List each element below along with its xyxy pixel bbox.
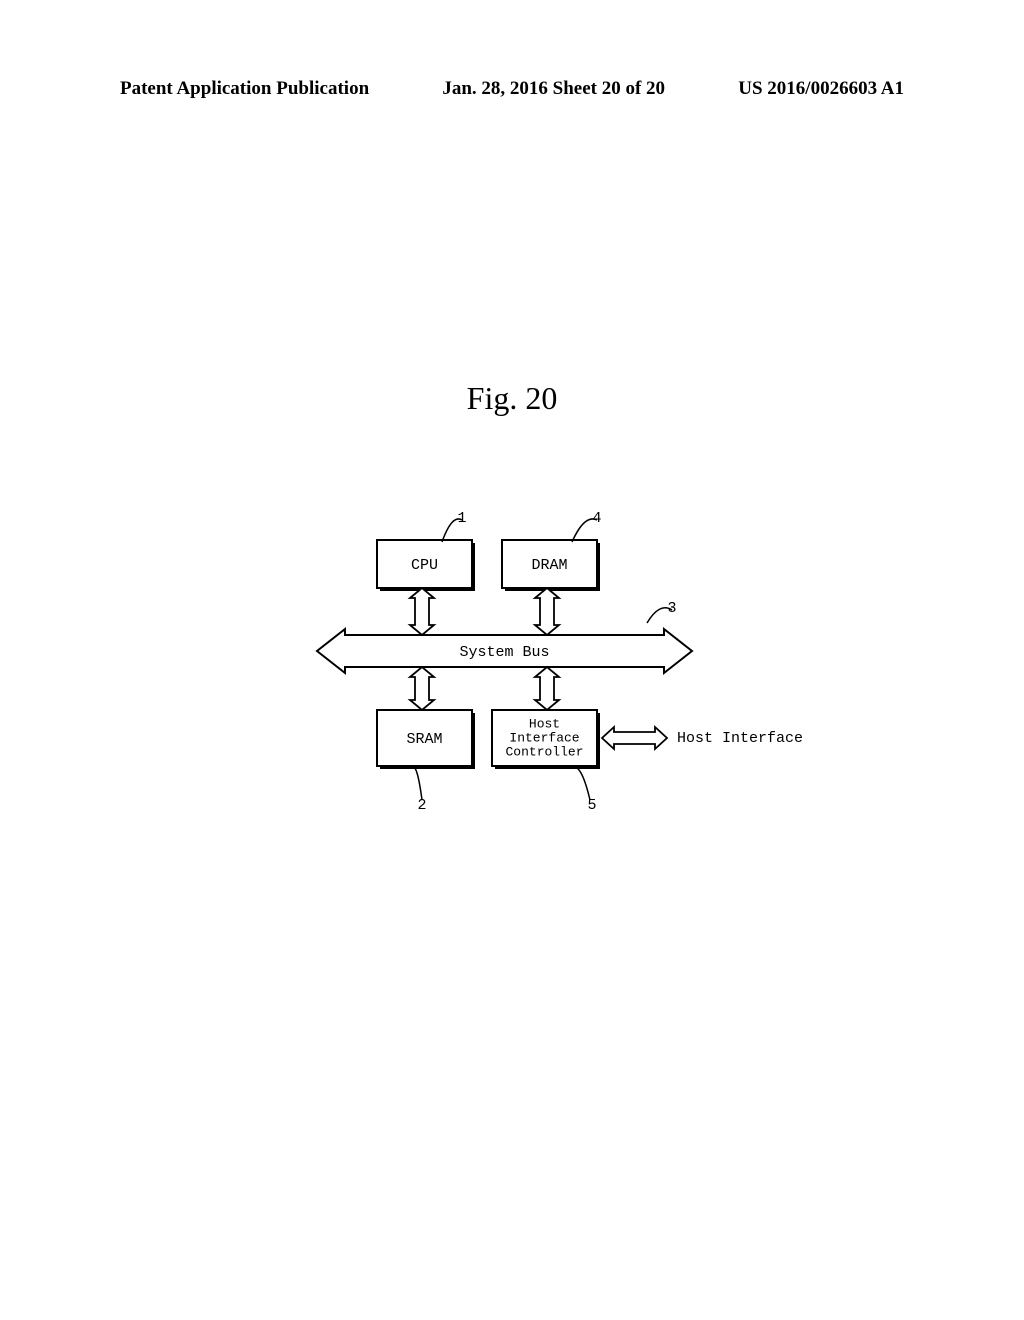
svg-text:2: 2: [417, 797, 426, 814]
svg-text:Interface: Interface: [509, 730, 579, 745]
header-right: US 2016/0026603 A1: [738, 78, 904, 100]
page: Patent Application Publication Jan. 28, …: [0, 0, 1024, 1320]
system-bus-diagram: CPU 1 DRAM 4 System Bus 3 SRAM 2 HostInterfaceCo…: [62, 500, 962, 830]
diagram-container: CPU 1 DRAM 4 System Bus 3 SRAM 2 HostInterfaceCo…: [0, 500, 1024, 900]
svg-text:CPU: CPU: [411, 557, 438, 574]
figure-title: Fig. 20: [0, 380, 1024, 417]
svg-text:5: 5: [587, 797, 596, 814]
svg-text:3: 3: [667, 600, 676, 617]
svg-text:Host: Host: [529, 716, 560, 731]
page-header: Patent Application Publication Jan. 28, …: [0, 78, 1024, 100]
svg-text:SRAM: SRAM: [406, 731, 442, 748]
svg-text:System Bus: System Bus: [459, 644, 549, 661]
header-left: Patent Application Publication: [120, 78, 369, 100]
svg-text:Host Interface: Host Interface: [677, 730, 803, 747]
svg-text:Controller: Controller: [505, 744, 583, 759]
svg-text:1: 1: [457, 510, 466, 527]
header-center: Jan. 28, 2016 Sheet 20 of 20: [442, 78, 665, 100]
svg-text:DRAM: DRAM: [531, 557, 567, 574]
svg-text:4: 4: [592, 510, 601, 527]
